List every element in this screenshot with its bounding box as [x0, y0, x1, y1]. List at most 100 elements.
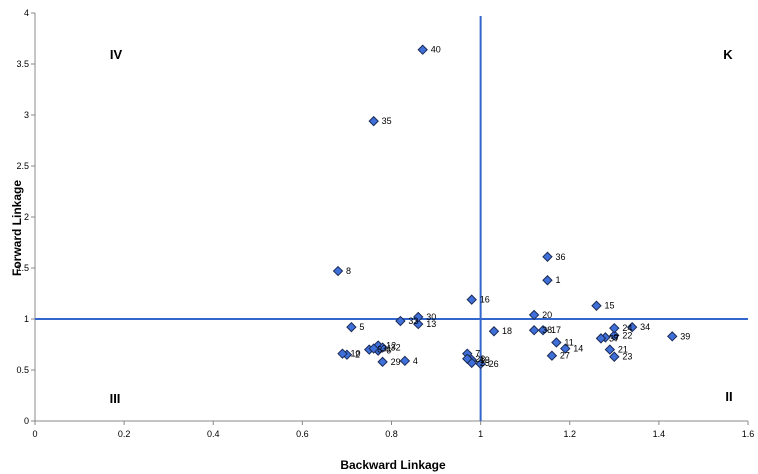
point-label-8: 8 — [346, 266, 351, 276]
point-label-22: 22 — [622, 330, 632, 340]
quadrant-label-iii: III — [110, 391, 121, 406]
y-tick-label: 3.5 — [16, 59, 29, 69]
point-label-30: 30 — [426, 312, 436, 322]
point-label-13: 13 — [426, 319, 436, 329]
point-label-29: 29 — [391, 357, 401, 367]
x-tick-label: 1.6 — [742, 429, 755, 439]
y-tick-label: 4 — [24, 8, 29, 18]
point-label-26: 26 — [489, 359, 499, 369]
data-point-22 — [609, 330, 620, 341]
y-axis-title: Forward Linkage — [10, 180, 24, 276]
point-label-36: 36 — [555, 252, 565, 262]
data-point-15 — [591, 300, 602, 311]
point-label-28: 28 — [475, 354, 485, 364]
y-tick-label: 2 — [24, 212, 29, 222]
data-point-20 — [528, 309, 540, 321]
point-label-33: 33 — [408, 316, 418, 326]
reference-lines — [35, 16, 748, 421]
point-label-32: 32 — [391, 343, 401, 353]
point-label-3: 3 — [377, 345, 382, 355]
data-point-17 — [537, 325, 549, 336]
quadrant-label-ii: II — [725, 389, 732, 404]
data-point-24 — [609, 322, 620, 334]
point-label-6: 6 — [386, 346, 391, 356]
data-point-27 — [546, 350, 558, 361]
point-label-39: 39 — [680, 331, 690, 341]
x-tick-label: 0.8 — [385, 429, 398, 439]
data-point-33 — [395, 315, 406, 327]
data-point-28 — [462, 353, 473, 364]
data-point-38 — [528, 325, 540, 336]
data-point-5 — [346, 321, 357, 333]
data-point-39 — [667, 331, 678, 342]
point-label-24: 24 — [622, 323, 632, 333]
data-point-31 — [368, 343, 379, 354]
point-label-11: 11 — [564, 337, 573, 347]
data-point-32 — [377, 342, 388, 353]
data-points — [332, 44, 678, 370]
point-label-18: 18 — [502, 326, 512, 336]
data-point-40 — [417, 44, 428, 55]
data-point-8 — [332, 265, 344, 277]
point-label-17: 17 — [551, 325, 561, 335]
data-point-4 — [399, 355, 411, 367]
point-label-19: 19 — [480, 355, 490, 365]
point-label-38: 38 — [542, 325, 552, 335]
data-point-37 — [595, 333, 607, 344]
point-label-9: 9 — [613, 332, 618, 342]
data-point-16 — [466, 294, 477, 305]
point-label-1: 1 — [555, 275, 560, 285]
data-point-1 — [542, 275, 553, 286]
point-label-2: 2 — [355, 350, 360, 360]
data-point-35 — [368, 115, 379, 127]
point-label-15: 15 — [604, 301, 614, 311]
data-point-18 — [488, 326, 500, 337]
x-tick-label: 1 — [478, 429, 483, 439]
y-tick-label: 3 — [24, 110, 29, 120]
point-label-31: 31 — [382, 344, 392, 354]
point-label-20: 20 — [542, 310, 552, 320]
point-label-10: 10 — [350, 349, 360, 359]
data-point-13 — [413, 318, 424, 330]
point-label-7: 7 — [475, 349, 480, 359]
point-label-27: 27 — [560, 351, 570, 361]
point-label-23: 23 — [622, 352, 632, 362]
data-point-11 — [551, 337, 562, 348]
quadrant-label-iv: IV — [110, 47, 123, 62]
point-label-34: 34 — [640, 322, 650, 332]
point-label-40: 40 — [431, 45, 441, 55]
point-label-35: 35 — [382, 116, 392, 126]
x-tick-label: 0.2 — [118, 429, 131, 439]
data-point-30 — [413, 311, 424, 323]
data-point-10 — [337, 348, 348, 359]
y-tick-label: 1 — [24, 314, 29, 324]
point-label-37: 37 — [609, 333, 619, 343]
point-label-5: 5 — [359, 322, 364, 332]
x-tick-label: 1.4 — [653, 429, 666, 439]
quadrant-label-k: K — [723, 47, 733, 62]
y-tick-label: 1.5 — [16, 263, 29, 273]
data-point-29 — [377, 356, 388, 368]
y-tick-label: 0 — [24, 416, 29, 426]
axes: 0 0.2 0.4 0.6 0.8 1 1.2 1.4 1.6 0 0.5 1 1.5 2 2.5 3 3.5 4 — [16, 8, 754, 439]
data-point-34 — [626, 321, 638, 333]
y-tick-label: 2.5 — [16, 161, 29, 171]
point-label-14: 14 — [573, 344, 583, 354]
y-tick-label: 0.5 — [16, 365, 29, 375]
point-label-21: 21 — [618, 345, 628, 355]
point-label-25: 25 — [480, 358, 490, 368]
point-label-12: 12 — [386, 341, 396, 351]
data-point-26 — [475, 358, 486, 370]
point-label-4: 4 — [413, 356, 418, 366]
x-tick-label: 0.6 — [296, 429, 309, 439]
data-point-14 — [560, 343, 571, 354]
data-point-36 — [542, 251, 553, 262]
x-tick-label: 1.2 — [563, 429, 576, 439]
x-axis-title: Backward Linkage — [340, 458, 446, 472]
x-tick-label: 0 — [32, 429, 37, 439]
data-point-23 — [609, 351, 620, 362]
x-tick-label: 0.4 — [207, 429, 220, 439]
point-label-16: 16 — [480, 295, 490, 305]
